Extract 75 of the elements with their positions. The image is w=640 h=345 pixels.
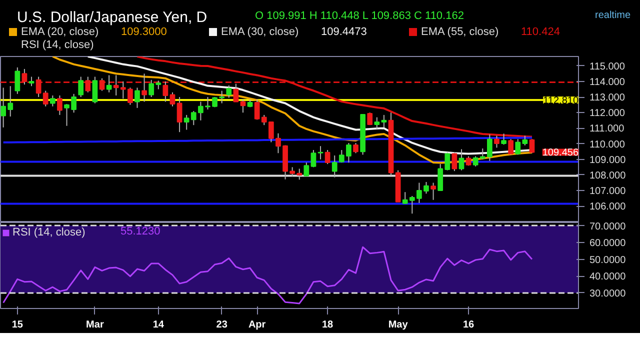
annotation: 55.1230 — [120, 226, 160, 238]
candlestick — [142, 73, 147, 102]
candlestick — [92, 76, 98, 104]
x-tick-label: 14 — [152, 320, 164, 330]
ref-line-label: 112.810 — [543, 95, 579, 106]
candlestick — [113, 74, 119, 96]
candlestick — [240, 98, 246, 114]
candlestick — [36, 76, 42, 98]
candlestick — [22, 68, 28, 86]
candlestick — [529, 138, 535, 154]
candlestick — [353, 142, 358, 154]
candlestick — [508, 138, 514, 156]
y-tick-label: 112.000 — [590, 108, 626, 120]
y-tick-label: 50.0000 — [590, 254, 626, 266]
y-tick-label: 113.000 — [590, 92, 626, 104]
x-tick-label: 23 — [216, 320, 228, 330]
legend-label: RSI (14, close) — [12, 226, 86, 238]
x-tick-label: 16 — [462, 320, 475, 330]
chart-title: U.S. Dollar/Japanese Yen, D — [17, 8, 208, 27]
y-tick-label: 109.000 — [590, 154, 626, 166]
y-tick-label: 107.000 — [590, 186, 626, 198]
candlestick — [57, 94, 62, 116]
legend-label: EMA (20, close) — [21, 26, 99, 40]
y-tick-label: 114.000 — [590, 76, 626, 88]
y-tick-label: 110.000 — [590, 139, 626, 150]
x-tick-label: May — [388, 320, 408, 330]
x-tick-label: 18 — [322, 320, 334, 330]
x-tick-label: Apr — [248, 320, 266, 330]
candlestick — [233, 83, 239, 102]
text: 109.4473 — [321, 25, 367, 40]
candlestick — [318, 146, 324, 160]
candlestick — [176, 96, 182, 133]
y-tick-label: 60.0000 — [590, 238, 626, 249]
candlestick — [310, 150, 316, 168]
candlestick — [134, 87, 140, 108]
candlestick — [381, 114, 387, 128]
y-tick-label: 40.0000 — [590, 272, 626, 283]
y-tick-label: 70.0000 — [590, 222, 626, 232]
candlestick — [304, 162, 310, 178]
legend-label: EMA (30, close) — [221, 25, 299, 40]
candlestick — [28, 76, 34, 87]
text: 109.456 — [542, 148, 579, 159]
candlestick — [50, 94, 56, 107]
candlestick — [494, 135, 500, 148]
candlestick — [85, 76, 91, 93]
candlestick — [452, 152, 458, 172]
y-tick-label: 106.000 — [590, 202, 626, 213]
candlestick — [78, 76, 84, 98]
legend-label: EMA (55, close) — [421, 25, 499, 40]
candlestick — [99, 78, 105, 92]
candlestick — [162, 80, 168, 102]
candlestick — [42, 90, 48, 107]
candlestick — [14, 66, 20, 94]
candlestick — [374, 116, 380, 130]
y-tick-label: 108.000 — [590, 170, 626, 182]
candlestick — [430, 182, 436, 200]
line-series — [2, 246, 533, 304]
text: 109.3000 — [121, 26, 167, 40]
candlestick — [332, 154, 338, 178]
y-tick-label: 115.000 — [590, 61, 626, 72]
candlestick — [367, 112, 373, 126]
candlestick — [170, 92, 176, 107]
candlestick — [226, 84, 232, 98]
text: O 109.991 H 110.448 L 109.863 C 110.162 — [255, 9, 464, 24]
candlestick — [501, 133, 506, 146]
x-tick-label: 15 — [12, 320, 24, 330]
x-tick-label: Mar — [86, 320, 104, 330]
text: RSI (14, close) — [21, 38, 94, 53]
candlestick — [324, 150, 330, 165]
y-tick-label: 30.0000 — [590, 288, 626, 300]
y-tick-label: 111.000 — [590, 124, 625, 135]
candlestick — [458, 148, 464, 171]
text: realtime — [595, 9, 631, 23]
text: 110.424 — [521, 25, 560, 40]
candlestick — [296, 168, 302, 180]
